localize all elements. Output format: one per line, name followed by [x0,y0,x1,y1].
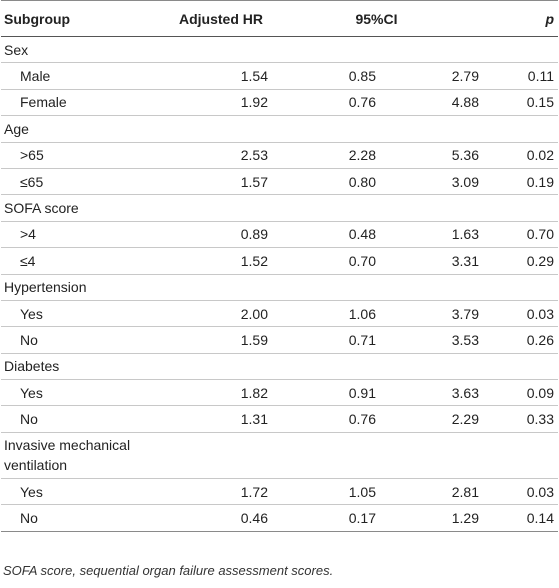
hr-value: 2.00 [171,299,271,327]
table-row: ≤4 1.52 0.70 3.31 0.29 [1,247,558,275]
table-row: Yes 2.00 1.06 3.79 0.03 [1,299,558,327]
ci-low-value: 0.17 [271,504,379,532]
p-value: 0.14 [482,504,558,532]
ci-high-value: 4.88 [379,88,482,116]
table-row: >65 2.53 2.28 5.36 0.02 [1,141,558,169]
subgroup-label: >4 [1,220,171,248]
ci-high-value: 2.29 [379,405,482,433]
table-row: >4 0.89 0.48 1.63 0.70 [1,220,558,248]
subgroup-label: No [1,405,171,433]
table-footnote: SOFA score, sequential organ failure ass… [3,563,334,578]
subgroup-label: ≤4 [1,247,171,275]
table-row: Yes 1.82 0.91 3.63 0.09 [1,379,558,406]
ci-low-value: 0.91 [271,379,379,406]
p-value: 0.11 [482,62,558,90]
group-label: Invasive mechanical ventilation [4,437,131,474]
ci-low-value: 0.48 [271,220,379,248]
table-row: Male 1.54 0.85 2.79 0.11 [1,62,558,90]
ci-high-value: 3.53 [379,326,482,354]
table-row: No 1.59 0.71 3.53 0.26 [1,326,558,354]
ci-low-value: 0.85 [271,62,379,90]
header-95ci: 95%CI [271,0,482,37]
header-adjusted-hr: Adjusted HR [171,0,271,37]
ci-low-value: 2.28 [271,141,379,169]
group-row: Invasive mechanical ventilation [1,431,558,479]
table-row: Female 1.92 0.76 4.88 0.15 [1,88,558,116]
p-value: 0.15 [482,88,558,116]
group-row: Age [1,115,558,143]
hr-value: 1.54 [171,62,271,90]
p-value: 0.02 [482,141,558,169]
ci-low-value: 0.76 [271,405,379,433]
ci-high-value: 5.36 [379,141,482,169]
header-p-value: p [482,0,558,37]
hr-value: 0.46 [171,504,271,532]
ci-low-value: 0.80 [271,167,379,195]
subgroup-label: No [1,504,171,532]
table-row: ≤65 1.57 0.80 3.09 0.19 [1,167,558,195]
ci-low-value: 0.71 [271,326,379,354]
group-label: SOFA score [1,194,558,222]
p-value: 0.09 [482,379,558,406]
subgroup-label: Female [1,88,171,116]
subgroup-label: ≤65 [1,167,171,195]
p-value: 0.03 [482,477,558,505]
group-row: Hypertension [1,273,558,301]
ci-high-value: 3.31 [379,247,482,275]
ci-low-value: 0.76 [271,88,379,116]
hr-value: 1.31 [171,405,271,433]
table-row: No 1.31 0.76 2.29 0.33 [1,405,558,433]
ci-high-value: 2.81 [379,477,482,505]
subgroup-label: Male [1,62,171,90]
header-row: Subgroup Adjusted HR 95%CI p [1,0,558,37]
p-value: 0.29 [482,247,558,275]
hr-value: 1.57 [171,167,271,195]
group-row: Diabetes [1,352,558,380]
header-subgroup: Subgroup [1,0,171,37]
group-label: Age [1,115,558,143]
table-row: No 0.46 0.17 1.29 0.14 [1,504,558,532]
subgroup-label: Yes [1,477,171,505]
subgroup-label: Yes [1,379,171,406]
hr-value: 1.72 [171,477,271,505]
group-row: SOFA score [1,194,558,222]
hr-value: 1.92 [171,88,271,116]
group-row: Sex [1,37,558,63]
ci-high-value: 3.09 [379,167,482,195]
subgroup-label: No [1,326,171,354]
hr-value: 1.59 [171,326,271,354]
ci-high-value: 3.79 [379,299,482,327]
p-value: 0.19 [482,167,558,195]
ci-high-value: 1.63 [379,220,482,248]
ci-low-value: 1.05 [271,477,379,505]
subgroup-hr-table: Subgroup Adjusted HR 95%CI p Sex Male 1.… [1,0,558,532]
group-label: Hypertension [1,273,558,301]
group-label: Sex [4,41,29,58]
subgroup-label: Yes [1,299,171,327]
ci-high-value: 2.79 [379,62,482,90]
table-body: Sex Male 1.54 0.85 2.79 0.11 Female 1.92… [1,37,558,532]
group-label: Diabetes [1,352,558,380]
table-row: Yes 1.72 1.05 2.81 0.03 [1,477,558,505]
ci-high-value: 1.29 [379,504,482,532]
hr-value: 0.89 [171,220,271,248]
ci-low-value: 1.06 [271,299,379,327]
p-value: 0.70 [482,220,558,248]
ci-low-value: 0.70 [271,247,379,275]
hr-value: 1.82 [171,379,271,406]
p-value: 0.26 [482,326,558,354]
p-value: 0.03 [482,299,558,327]
hr-value: 1.52 [171,247,271,275]
subgroup-label: >65 [1,141,171,169]
p-value: 0.33 [482,405,558,433]
ci-high-value: 3.63 [379,379,482,406]
hr-value: 2.53 [171,141,271,169]
